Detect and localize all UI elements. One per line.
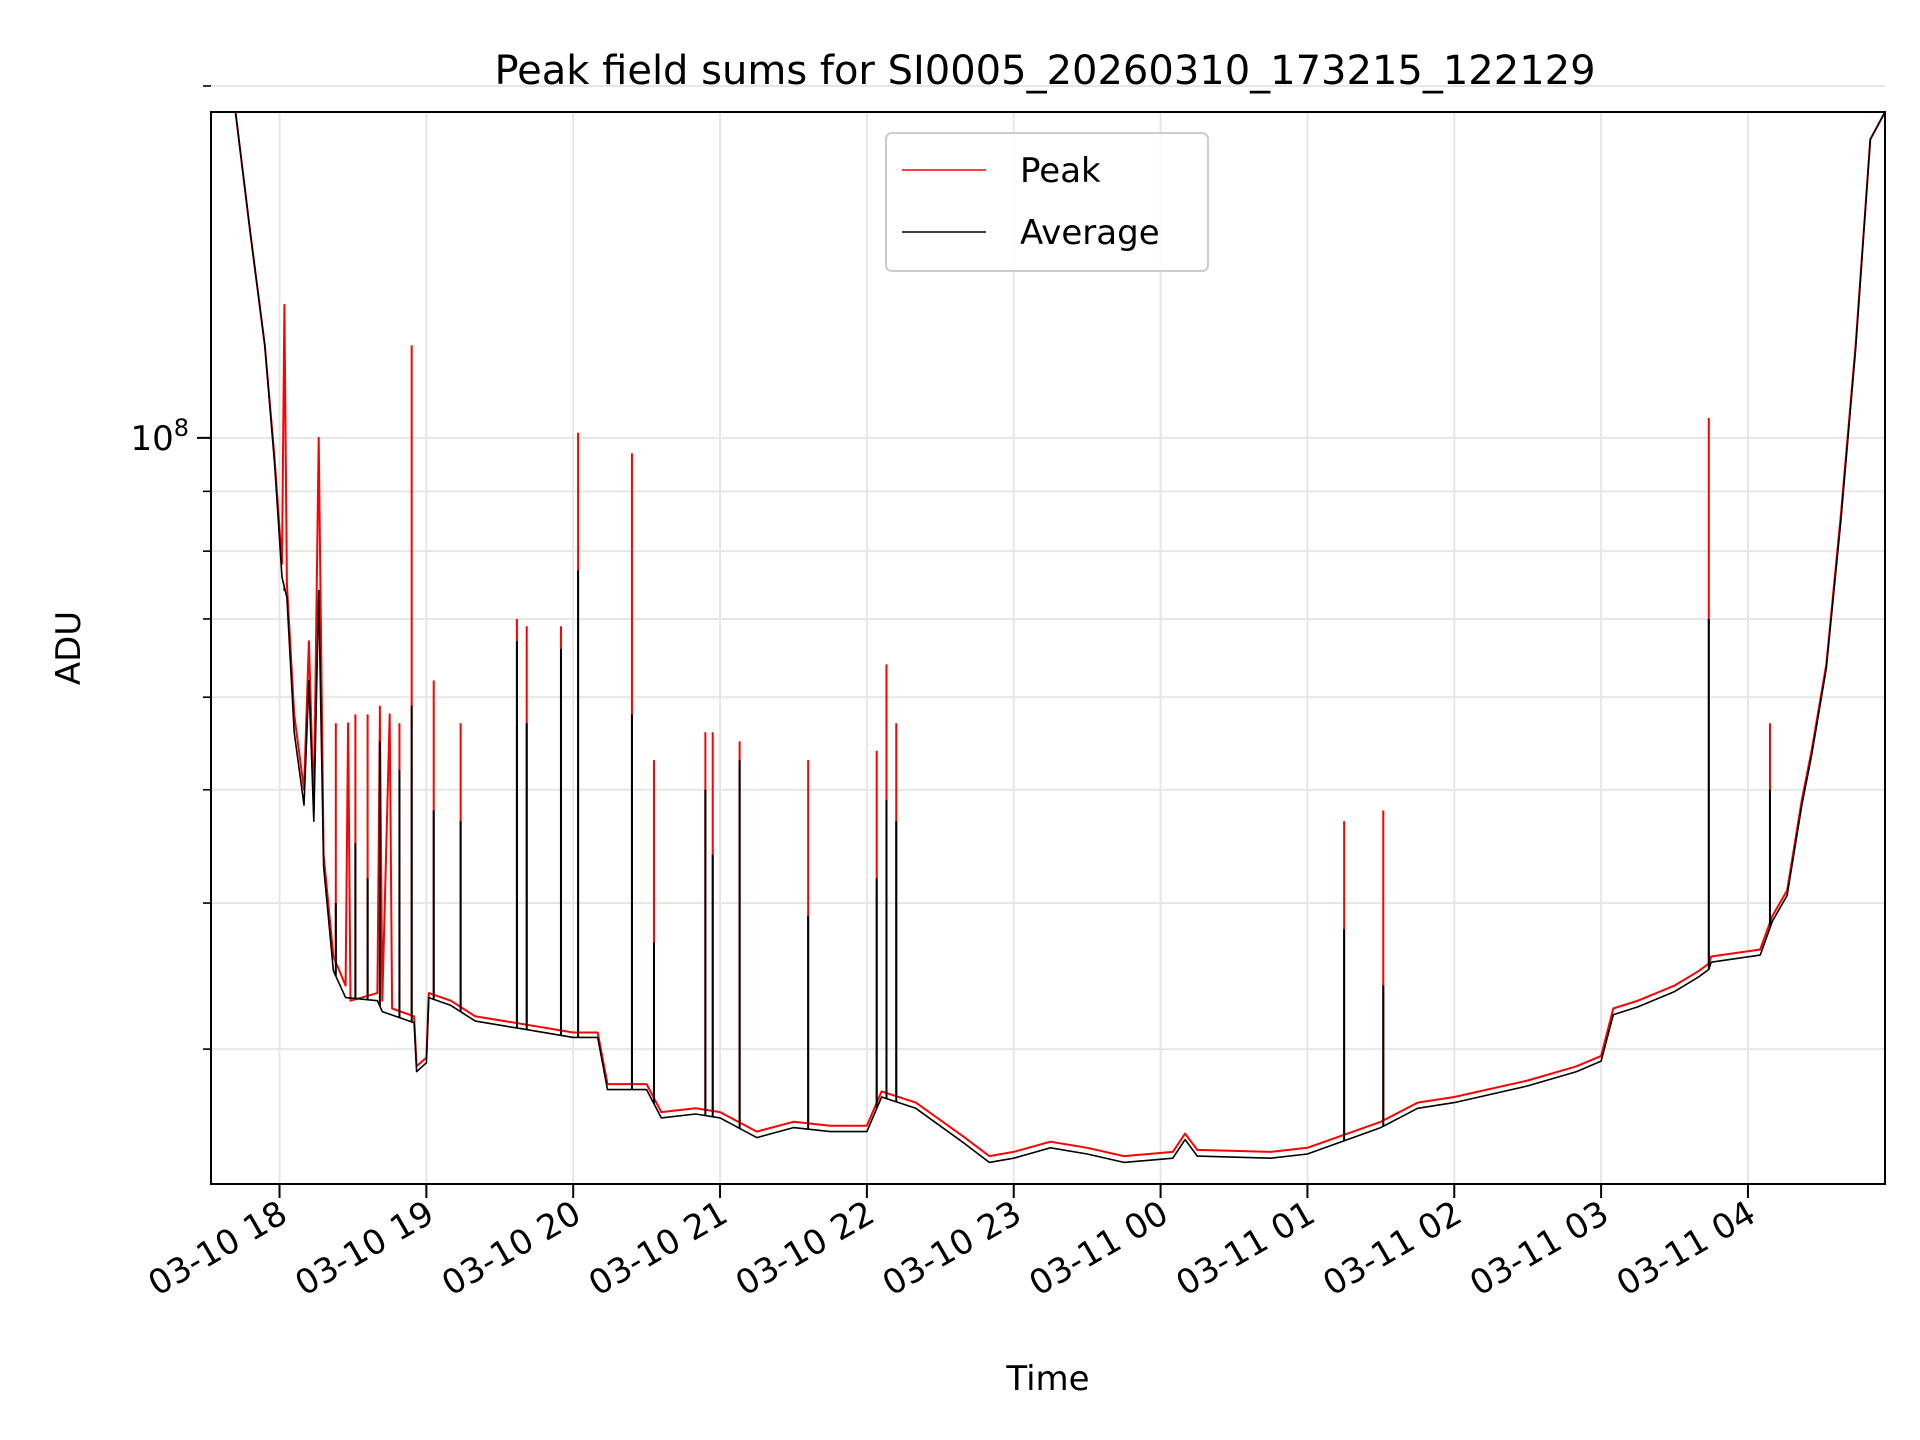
series-line-peak [211,112,1885,1158]
legend: Peak Average [885,132,1209,272]
y-axis-label: ADU [49,611,89,685]
series-layer [211,112,1885,1164]
series-line-average [211,112,1885,1164]
chart-title: Peak field sums for SI0005_20260310_1732… [494,48,1595,94]
x-axis-label: Time [1005,1359,1089,1399]
legend-frame [885,132,1209,272]
series-average [211,112,1885,1164]
legend-average-label: Average [1020,213,1160,253]
grid [211,84,1885,1184]
legend-peak-label: Peak [1020,151,1101,191]
plot-area-frame [210,111,1886,1185]
